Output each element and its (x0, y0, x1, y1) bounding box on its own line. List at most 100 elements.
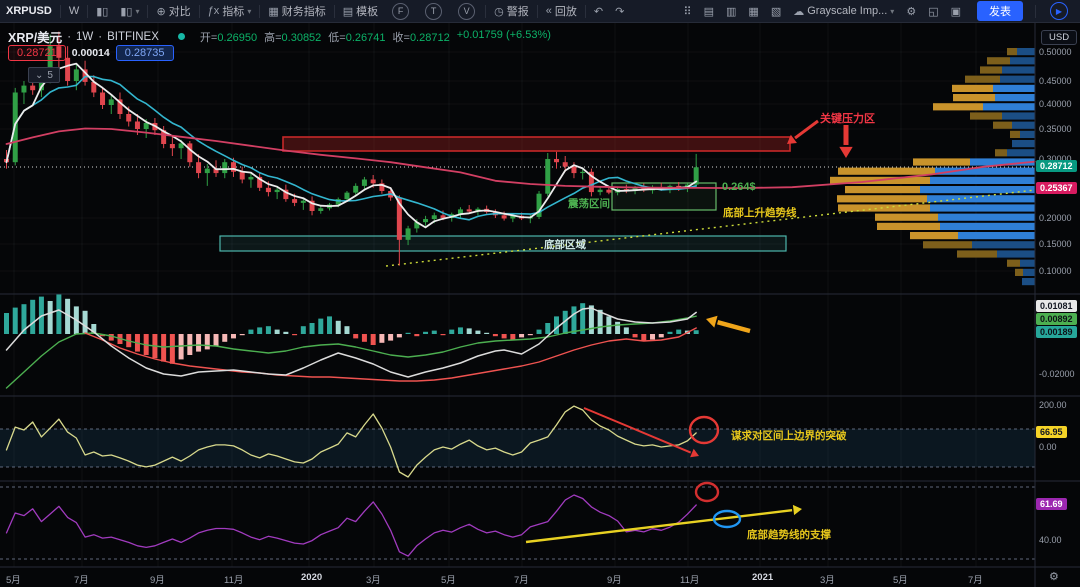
bottom-support-label[interactable]: 底部趋势线的支撑 (747, 529, 831, 541)
hotlist-f-icon: F (392, 2, 410, 20)
time-tick: 3月 (366, 575, 381, 586)
undo-icon: ↶ (593, 5, 604, 18)
interval-button[interactable]: W (63, 0, 85, 22)
toolbar-right-group: ⠿ ▤ ▥ ▦ ▧ ☁ Grayscale Imp... ▾ ⚙ ◱ ▣ 发表 ▶ (678, 0, 1080, 22)
template-icon: ▤ (342, 5, 354, 18)
redo-button[interactable]: ↷ (609, 0, 630, 22)
price-tick: 0.15000 (1039, 239, 1072, 249)
compare-button[interactable]: ⊕ 对比 (150, 0, 196, 22)
templates-button[interactable]: ▤ 模板 (337, 0, 384, 22)
drag-handle[interactable]: ⠿ (678, 0, 698, 22)
layout-four[interactable]: ▧ (765, 0, 787, 22)
templates-button-label: 模板 (356, 6, 379, 18)
fullscreen-icon: ◱ (928, 5, 939, 18)
layout-two[interactable]: ▥ (720, 0, 742, 22)
rsi-breakout-label[interactable]: 谋求对区间上边界的突破 (731, 430, 847, 442)
top-toolbar: XRPUSD W ▮▯ ▮▯ ▾ ⊕ 对比 ƒx 指标 ▾ ▦ 财务指标 ▤ 模板 F T V ◷ 警报 «回放 ↶ ↷ ⠿… (0, 0, 1080, 23)
spread-value: 0.00014 (71, 47, 110, 59)
bottom-zone-label[interactable]: 底部区域 (544, 239, 586, 251)
redo-icon: ↷ (615, 5, 625, 18)
price-tick: 0.30000 (1039, 154, 1072, 164)
symbol-search-label: XRPUSD (6, 5, 52, 17)
time-tick: 7月 (74, 575, 89, 586)
pane-tick: 200.00 (1039, 400, 1067, 410)
replay-icon: « (545, 5, 552, 17)
sell-button[interactable]: 0.28721 (8, 45, 66, 61)
replay-button[interactable]: «回放 (540, 0, 583, 22)
oscillator2-label: 61.69 (1036, 498, 1067, 510)
toolbar-separator (87, 4, 89, 18)
bottom-trendline-label[interactable]: 底部上升趋势线 (723, 207, 797, 219)
camera-icon: ▣ (950, 5, 961, 18)
macd-line-label: 0.01081 (1036, 300, 1077, 312)
settings-button[interactable]: ⚙ (900, 0, 922, 22)
play-button[interactable]: ▶ (1038, 0, 1080, 22)
time-tick: 9月 (150, 575, 165, 586)
gear-icon: ⚙ (906, 5, 917, 18)
chart-type-candles[interactable]: ▮▯ (90, 0, 114, 22)
chevron-down-icon: ▾ (135, 6, 140, 16)
hotlist-t[interactable]: T (417, 0, 450, 22)
toolbar-separator (147, 4, 149, 18)
publish-button-label: 发表 (977, 1, 1023, 21)
alert-button[interactable]: ◷ 警报 (488, 0, 535, 22)
layout4-icon: ▧ (770, 5, 782, 18)
currency-axis-button[interactable]: USD (1041, 30, 1078, 45)
pane-tick: -0.02000 (1039, 369, 1075, 379)
publish-button[interactable]: 发表 (967, 0, 1033, 22)
buy-button[interactable]: 0.28735 (115, 45, 174, 61)
time-tick: 5月 (893, 575, 908, 586)
toolbar-separator (59, 4, 61, 18)
indicators-button[interactable]: ƒx 指标 ▾ (202, 0, 258, 22)
indicators-collapse-toggle[interactable]: ⌄ 5 (28, 67, 60, 83)
symbol-exchange: BITFINEX (107, 30, 159, 43)
key-pressure-label[interactable]: 关键压力区 (820, 113, 875, 125)
time-tick: 11月 (224, 575, 244, 586)
toolbar-separator (333, 4, 335, 18)
time-tick: 9月 (607, 575, 622, 586)
alert-button-label: 警报 (506, 6, 529, 18)
ohlc-item: 收=0.28712 (392, 31, 450, 44)
range-box-label[interactable]: 震荡区间 (568, 198, 610, 210)
hotlist-f[interactable]: F (384, 0, 417, 22)
ma-value-label: 0.25367 (1036, 182, 1077, 194)
ohlc-values: 开=0.26950 高=0.30852 低=0.26741 收=0.28712 +0.0… (200, 29, 551, 45)
chevron-down-icon: ▾ (890, 6, 895, 16)
interval-button-label: W (68, 5, 80, 17)
axis-settings-gear-icon[interactable]: ⚙ (1049, 571, 1059, 583)
price-tick: 0.40000 (1039, 99, 1072, 109)
compare-button-label: 对比 (168, 6, 191, 18)
symbol-search[interactable]: XRPUSD (0, 0, 58, 22)
fx-icon: ƒx (207, 5, 220, 17)
layout3-icon: ▦ (748, 5, 759, 18)
chevron-down-icon: ▾ (247, 6, 252, 16)
time-tick: 2020 (301, 572, 323, 583)
time-tick: 3月 (820, 575, 835, 586)
symbol-interval: 1W (76, 30, 94, 43)
chart-type-hollow[interactable]: ▮▯ ▾ (114, 0, 145, 22)
separator-dot: · (98, 30, 103, 43)
layout-single[interactable]: ▤ (698, 0, 720, 22)
hotlist-v[interactable]: V (450, 0, 483, 22)
fullscreen-button[interactable]: ◱ (922, 0, 944, 22)
price-tick: 0.10000 (1039, 266, 1072, 276)
price-tick: 0.35000 (1039, 124, 1072, 134)
price-264-label[interactable]: 0.264$ (722, 181, 756, 193)
financials-button[interactable]: ▦ 财务指标 (262, 0, 331, 22)
ohlc-item: 高=0.30852 (264, 31, 322, 44)
toolbar-separator (198, 4, 200, 18)
undo-button[interactable]: ↶ (588, 0, 609, 22)
pane-tick: 0.00 (1039, 442, 1057, 452)
plus-circle-icon: ⊕ (156, 5, 166, 18)
layout-three[interactable]: ▦ (742, 0, 764, 22)
pane-tick: 40.00 (1039, 535, 1062, 545)
oscillator1-label: 66.95 (1036, 426, 1067, 438)
replay-button-label: 回放 (554, 6, 577, 18)
symbol-info-bar: XRP/美元 · 1W · BITFINEX 开=0.26950 高=0.30852 低=0.… (8, 27, 551, 46)
cloud-save[interactable]: ☁ Grayscale Imp... ▾ (787, 0, 900, 22)
indicator-count: 5 (47, 69, 53, 81)
chevron-down-icon: ⌄ (35, 69, 44, 81)
snapshot-button[interactable]: ▣ (945, 0, 967, 22)
